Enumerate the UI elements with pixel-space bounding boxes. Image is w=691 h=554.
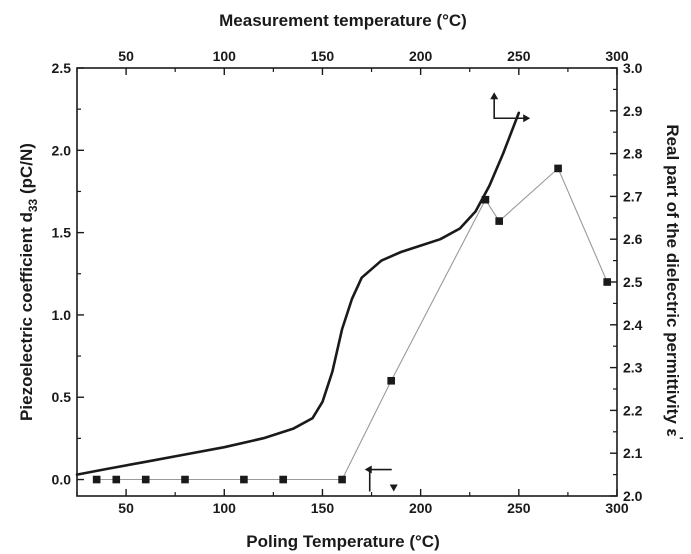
data-point-7 xyxy=(387,376,395,385)
series-line-right-axis xyxy=(75,111,521,476)
plot-frame xyxy=(76,67,618,497)
y2-tick-label-2.6: 2.6 xyxy=(623,231,643,247)
plot-area: 50 100 150 200 250 300 50 100 150 200 250 300 0.0 0.5… xyxy=(52,48,643,516)
data-point-5 xyxy=(279,475,287,484)
y2-tick-label-2.8: 2.8 xyxy=(623,146,643,162)
arrow-right-axis-head-right xyxy=(523,114,531,123)
x-tick-label-200: 200 xyxy=(409,500,433,516)
x-tick-label-100: 100 xyxy=(213,500,237,516)
x-tick-label-150: 150 xyxy=(311,500,335,516)
y-axis-title-main: Piezoelectric coefficient d xyxy=(17,212,36,421)
x2-tick-label-100: 100 xyxy=(213,48,237,64)
x-axis-title: Poling Temperature (°C) xyxy=(246,532,440,551)
x2-tick-label-300: 300 xyxy=(605,48,629,64)
data-point-9 xyxy=(495,217,503,225)
y-axis-title-unit: (pC/N) xyxy=(17,143,36,199)
x2-tick-label-250: 250 xyxy=(507,48,531,64)
data-point-10 xyxy=(554,164,562,173)
data-point-0 xyxy=(92,475,101,484)
y-tick-label-0.5: 0.5 xyxy=(52,389,72,405)
y-tick-label-2.5: 2.5 xyxy=(52,60,72,76)
data-point-11 xyxy=(603,278,611,286)
y-axis-title: Piezoelectric coefficient d33 (pC/N) xyxy=(17,143,40,421)
x2-tick-label-50: 50 xyxy=(118,48,134,64)
y2-tick-label-2.9: 2.9 xyxy=(623,103,643,119)
data-point-6 xyxy=(338,475,346,484)
y-axis-title-subscript: 33 xyxy=(26,198,40,212)
data-point-1 xyxy=(112,475,121,484)
y2-axis-title-main: Real part of the dielectric permittivity… xyxy=(663,124,682,436)
arrow-right-axis-head-up xyxy=(490,92,499,100)
y-tick-label-1.5: 1.5 xyxy=(52,225,72,241)
y-tick-label-1.0: 1.0 xyxy=(52,307,72,323)
data-point-2 xyxy=(141,475,150,484)
series-line-left-axis xyxy=(96,167,608,481)
y2-tick-label-2.4: 2.4 xyxy=(623,317,643,333)
y2-axis-title: Real part of the dielectric permittivity… xyxy=(663,124,686,439)
x-tick-label-50: 50 xyxy=(118,500,134,516)
y2-tick-label-2.7: 2.7 xyxy=(623,188,643,204)
arrow-right-axis-line xyxy=(493,94,525,120)
y2-tick-label-3.0: 3.0 xyxy=(623,60,643,76)
y-tick-label-0.0: 0.0 xyxy=(52,472,72,488)
y-tick-label-2.0: 2.0 xyxy=(52,142,72,158)
x-tick-label-300: 300 xyxy=(605,500,629,516)
arrow-left-axis-head xyxy=(364,465,372,474)
x2-tick-label-200: 200 xyxy=(409,48,433,64)
x2-axis-title: Measurement temperature (°C) xyxy=(219,11,467,30)
y2-axis-title-superscript: ' xyxy=(671,437,686,440)
y2-tick-label-2.0: 2.0 xyxy=(623,488,643,504)
y2-tick-label-2.1: 2.1 xyxy=(623,445,643,461)
arrow-left-axis-tail xyxy=(389,484,398,492)
y2-tick-label-2.5: 2.5 xyxy=(623,274,643,290)
y2-tick-label-2.2: 2.2 xyxy=(623,402,643,418)
data-point-4 xyxy=(240,475,248,484)
data-point-3 xyxy=(181,475,189,484)
data-point-8 xyxy=(481,195,490,204)
y2-tick-label-2.3: 2.3 xyxy=(623,360,643,376)
x2-tick-label-150: 150 xyxy=(311,48,335,64)
x-tick-label-250: 250 xyxy=(507,500,531,516)
arrow-left-axis-line xyxy=(368,468,392,492)
